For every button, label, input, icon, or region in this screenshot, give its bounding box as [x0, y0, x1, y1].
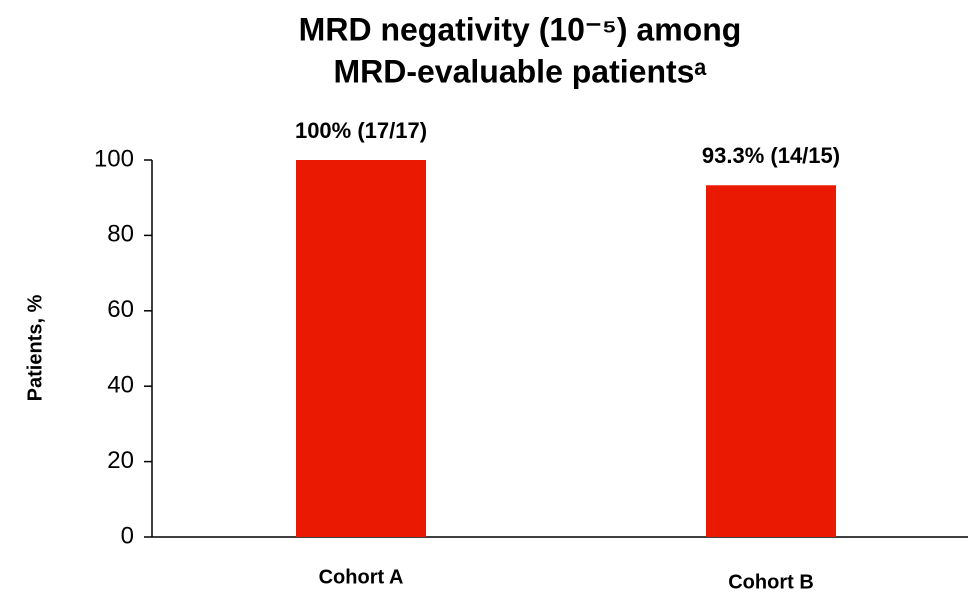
y-tick-label: 20	[107, 447, 134, 474]
bar	[296, 160, 426, 537]
value-label: 93.3% (14/15)	[702, 143, 840, 168]
y-tick-label: 40	[107, 372, 134, 399]
chart-title: MRD-evaluable patientsᵃ	[333, 53, 706, 89]
x-tick-label: Cohort A	[319, 566, 404, 588]
bar	[706, 185, 836, 537]
chart-title: MRD negativity (10⁻⁵) among	[299, 11, 742, 47]
x-tick-label: Cohort B	[728, 571, 814, 593]
value-label: 100% (17/17)	[295, 118, 427, 143]
y-tick-label: 80	[107, 221, 134, 248]
y-tick-label: 0	[121, 522, 134, 549]
y-tick-label: 100	[94, 145, 134, 172]
y-tick-label: 60	[107, 296, 134, 323]
y-axis-label: Patients, %	[24, 294, 46, 401]
